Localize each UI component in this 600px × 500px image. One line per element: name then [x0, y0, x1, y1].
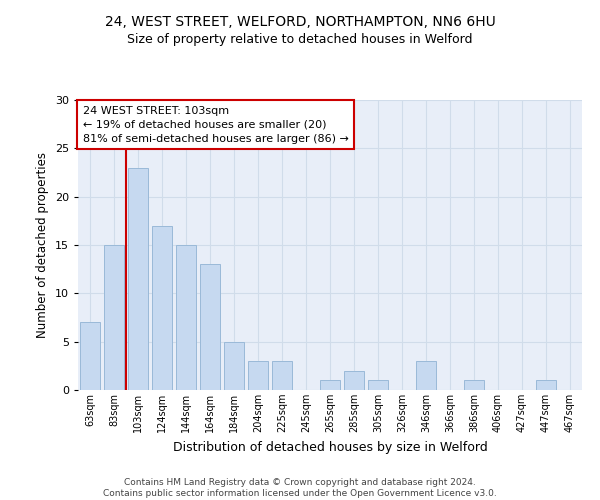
Bar — [320, 380, 340, 390]
Bar — [128, 168, 148, 390]
Bar — [80, 322, 100, 390]
Bar — [272, 361, 292, 390]
Bar — [152, 226, 172, 390]
Text: 24 WEST STREET: 103sqm
← 19% of detached houses are smaller (20)
81% of semi-det: 24 WEST STREET: 103sqm ← 19% of detached… — [83, 106, 349, 144]
X-axis label: Distribution of detached houses by size in Welford: Distribution of detached houses by size … — [173, 440, 487, 454]
Bar — [344, 370, 364, 390]
Bar — [104, 245, 124, 390]
Bar — [248, 361, 268, 390]
Y-axis label: Number of detached properties: Number of detached properties — [36, 152, 49, 338]
Bar — [536, 380, 556, 390]
Bar — [368, 380, 388, 390]
Bar — [464, 380, 484, 390]
Text: Contains HM Land Registry data © Crown copyright and database right 2024.
Contai: Contains HM Land Registry data © Crown c… — [103, 478, 497, 498]
Text: 24, WEST STREET, WELFORD, NORTHAMPTON, NN6 6HU: 24, WEST STREET, WELFORD, NORTHAMPTON, N… — [104, 15, 496, 29]
Bar — [176, 245, 196, 390]
Bar — [200, 264, 220, 390]
Bar — [416, 361, 436, 390]
Text: Size of property relative to detached houses in Welford: Size of property relative to detached ho… — [127, 32, 473, 46]
Bar — [224, 342, 244, 390]
